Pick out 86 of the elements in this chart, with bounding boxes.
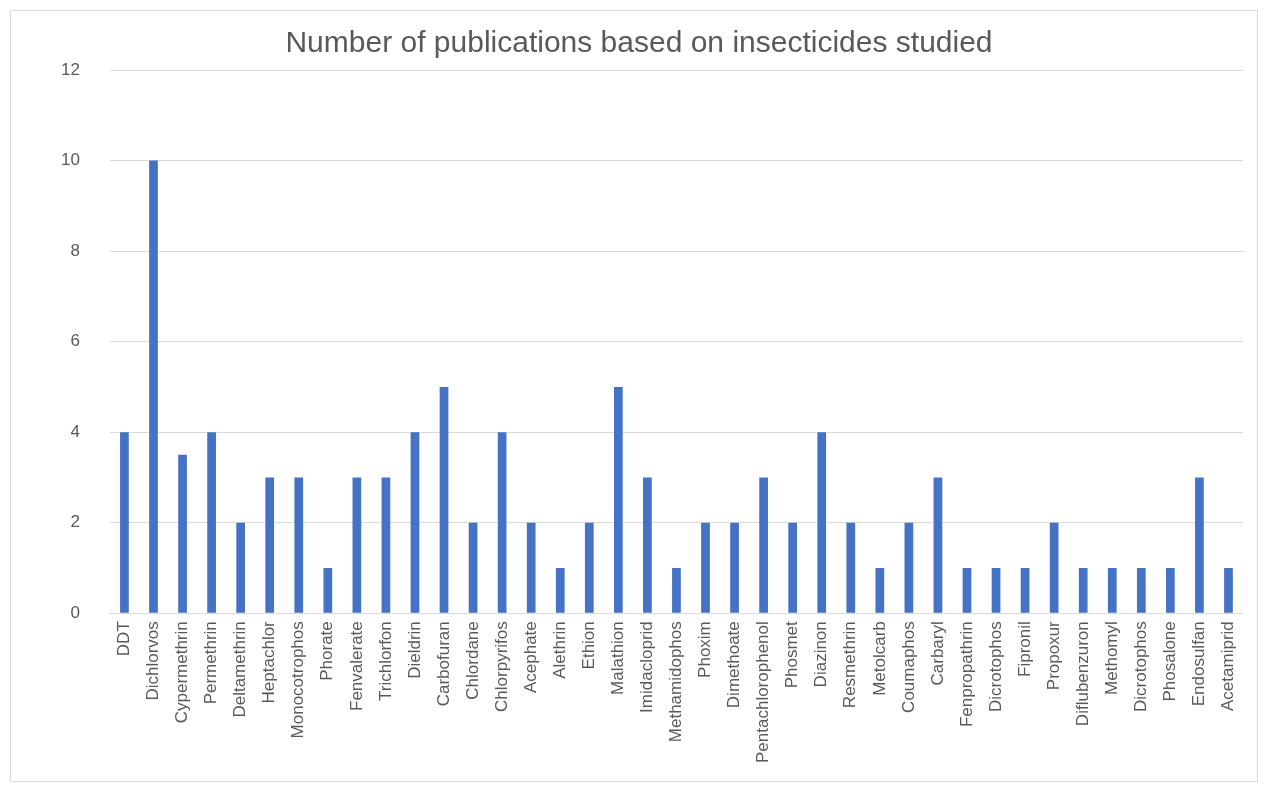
bar <box>265 477 275 613</box>
bar <box>817 432 827 613</box>
bar <box>178 454 187 613</box>
x-tick-label: Methamidophos <box>666 621 686 743</box>
bar <box>1224 567 1233 613</box>
x-tick-label: Resmethrin <box>840 621 860 709</box>
bar <box>497 432 507 613</box>
bar <box>468 522 478 613</box>
x-tick-label: Dimethoate <box>724 621 744 709</box>
x-tick-label: Cypermethrin <box>172 621 192 724</box>
y-tick-label: 2 <box>70 512 80 532</box>
x-tick-label: Malathion <box>608 621 628 695</box>
x-tick-label: Monocotrophos <box>288 621 308 739</box>
x-tick-label: DDT <box>114 621 134 657</box>
bar <box>584 522 594 613</box>
x-tick-label: Metolcarb <box>869 621 889 696</box>
bar <box>672 567 681 613</box>
x-tick-label: Deltamethrin <box>230 621 250 718</box>
x-tick-label: Acephate <box>520 621 540 694</box>
bar <box>120 432 129 613</box>
bar <box>1078 567 1088 613</box>
x-tick-label: Alethrin <box>549 621 569 679</box>
bar <box>323 567 333 613</box>
y-tick-label: 8 <box>70 240 80 260</box>
bar <box>759 477 768 613</box>
bar <box>846 522 856 613</box>
x-tick-label: Methomyl <box>1101 621 1121 695</box>
y-tick-label: 10 <box>60 150 80 170</box>
x-tick-label: Carbofuran <box>433 621 453 707</box>
bar <box>555 567 565 613</box>
bar <box>730 522 739 613</box>
x-tick-label: Fenpropathrin <box>956 621 976 728</box>
x-tick-label: Permethrin <box>201 621 221 705</box>
y-tick-label: 12 <box>60 59 80 79</box>
y-tick-label: 6 <box>70 331 80 351</box>
x-tick-label: Propoxur <box>1043 620 1063 691</box>
x-tick-label: Diflubenzuron <box>1072 621 1092 727</box>
x-tick-label: Endosulfan <box>1189 621 1209 707</box>
x-tick-label: Acetamiprid <box>1218 621 1238 711</box>
x-tick-label: Dicrotophos <box>1131 621 1150 712</box>
bar <box>613 386 623 613</box>
bar <box>933 477 943 613</box>
bar <box>1166 567 1175 613</box>
bar <box>1195 477 1204 613</box>
x-tick-label: Imidacloprid <box>637 621 657 713</box>
bar <box>149 160 158 613</box>
bar <box>1136 567 1146 613</box>
y-tick-label: 4 <box>70 421 80 441</box>
y-tick-label: 0 <box>70 602 80 622</box>
x-tick-label: Phosalone <box>1160 621 1180 702</box>
bar <box>788 522 798 613</box>
x-tick-label: Dichlorvos <box>143 621 163 701</box>
x-tick-label: Carbaryl <box>927 621 947 686</box>
x-tick-label: Phorate <box>317 621 337 681</box>
bar <box>1020 567 1030 613</box>
bar <box>207 432 216 613</box>
x-tick-label: Chlordane <box>462 621 482 700</box>
x-tick-label: Coumaphos <box>898 621 918 713</box>
bar <box>236 522 246 613</box>
x-tick-label: Pentachlorophenol <box>753 621 773 763</box>
x-tick-label: Fenvalerate <box>346 621 366 711</box>
bar <box>701 522 710 613</box>
x-tick-label: Diazinon <box>811 621 831 688</box>
bar <box>1107 567 1117 613</box>
bar <box>904 522 914 613</box>
x-tick-label: Fipronil <box>1014 621 1034 677</box>
x-tick-label: Phosmet <box>782 620 802 689</box>
bar <box>439 386 449 613</box>
bar <box>875 567 885 613</box>
x-tick-label: Ethion <box>578 621 598 670</box>
x-tick-label: Dicrotophos <box>985 621 1005 712</box>
x-tick-label: Trichlorfon <box>375 621 395 701</box>
bar <box>381 477 391 613</box>
x-tick-label: Heptachlor <box>259 620 279 704</box>
bar <box>643 477 652 613</box>
x-tick-label: Phoxim <box>695 621 715 678</box>
x-tick-label: Dieldrin <box>404 621 424 679</box>
bar <box>526 522 536 613</box>
bar <box>410 432 420 613</box>
bar <box>352 477 362 613</box>
bar <box>962 567 972 613</box>
bar <box>1049 522 1059 613</box>
x-tick-label: Chlorpyrifos <box>491 621 511 712</box>
chart-title: Number of publications based on insecticides studied <box>285 25 993 59</box>
bar <box>991 567 1001 613</box>
bar <box>294 477 304 613</box>
